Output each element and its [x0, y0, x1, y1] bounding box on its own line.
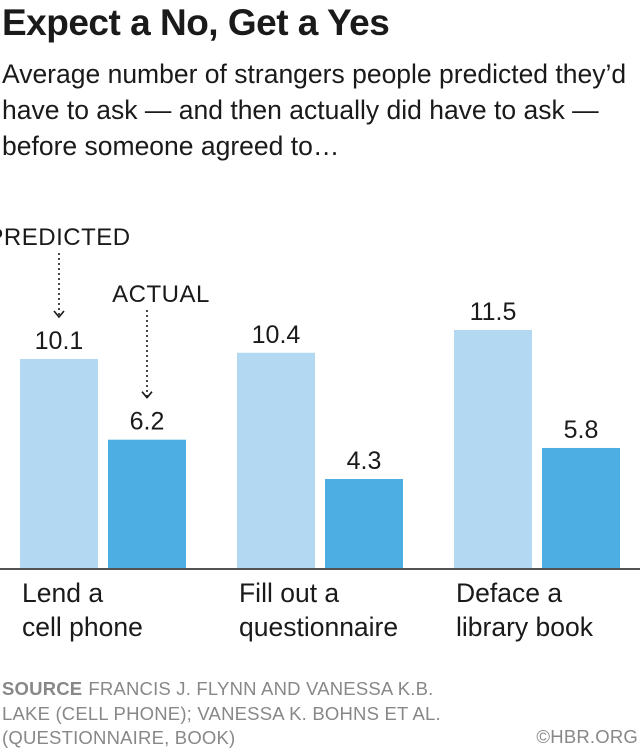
legend-actual-label: ACTUAL: [112, 281, 210, 308]
bar-predicted-2: [237, 352, 315, 568]
category-label: library book: [456, 612, 594, 642]
value-label: 10.4: [252, 321, 301, 349]
legend-predicted-label: PREDICTED: [0, 224, 131, 251]
category-label: Fill out a: [239, 578, 339, 608]
bar-actual-3: [542, 447, 620, 568]
value-label: 11.5: [470, 298, 517, 326]
category-label: Deface a: [456, 578, 562, 608]
bar-predicted-1: [20, 358, 98, 568]
predicted-arrow-head: [53, 310, 65, 319]
bar-actual-1: [108, 439, 186, 568]
value-label: 4.3: [347, 447, 382, 475]
category-label: Lend a: [22, 578, 103, 608]
value-label: 6.2: [130, 408, 165, 436]
bar-actual-2: [325, 479, 403, 568]
category-label: questionnaire: [239, 612, 398, 642]
source-label: SOURCE: [2, 678, 83, 699]
chart-subtitle: Average number of strangers people predi…: [2, 59, 627, 161]
bar-chart: 10.1 10.4 11.5 6.2 4.3 5.8 Lend a cell phone Fil…: [0, 224, 640, 642]
value-label: 10.1: [35, 327, 84, 355]
credit-text: ©HBR.ORG: [536, 726, 638, 747]
category-label: cell phone: [22, 612, 143, 642]
chart-title: Expect a No, Get a Yes: [2, 2, 390, 43]
source-text: FRANCIS J. FLYNN AND VANESSA K.B. LAKE (…: [2, 678, 441, 748]
value-label: 5.8: [564, 416, 599, 444]
bar-predicted-3: [454, 330, 532, 568]
source-note: SOURCE FRANCIS J. FLYNN AND VANESSA K.B. …: [2, 677, 482, 751]
actual-arrow-head: [141, 391, 153, 399]
